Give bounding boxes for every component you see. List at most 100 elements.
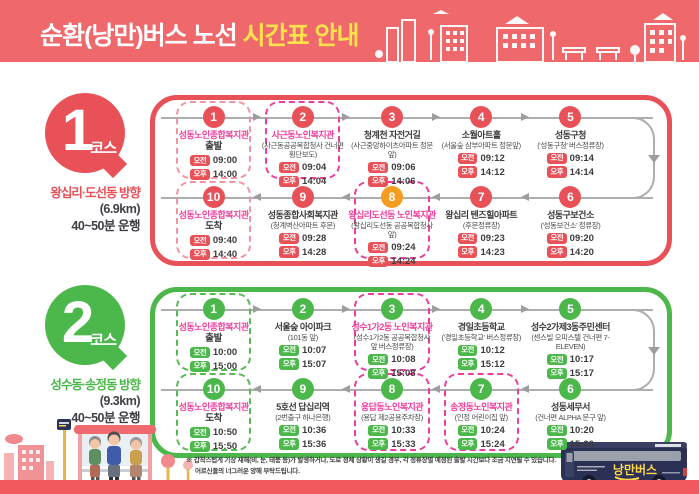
pm-badge: 오후 <box>368 255 389 268</box>
stop-number-badge: 5 <box>559 106 582 128</box>
stop-number: 7 <box>477 382 485 396</box>
am-time: 10:08 <box>391 354 416 366</box>
course-duration: 40~50분 운행 <box>71 410 140 425</box>
route-curve-connector <box>621 117 660 199</box>
am-time-row: 오전 10:12 <box>437 344 526 356</box>
stop-item: 1 성동노인종합복지관 출발 오전 09:00 오후 14:00 <box>169 101 258 184</box>
stop-highlight-box <box>176 373 252 451</box>
am-badge: 오전 <box>279 232 300 244</box>
am-badge: 오전 <box>190 427 210 439</box>
pm-time: 15:00 <box>212 361 238 373</box>
stop-highlight-box <box>176 101 252 179</box>
pm-time: 15:20 <box>569 438 594 450</box>
pm-time-row: 오후 14:06 <box>347 175 436 188</box>
pm-time-row: 오후 15:50 <box>169 440 258 453</box>
flow-arrow-icon <box>431 305 440 313</box>
pm-badge: 오후 <box>457 246 478 258</box>
pm-time: 15:17 <box>569 367 594 379</box>
course-number: 2 <box>61 290 95 355</box>
pm-badge: 오후 <box>190 248 210 261</box>
am-time-row: 오전 09:12 <box>437 152 526 164</box>
pm-time: 14:04 <box>302 175 327 187</box>
am-time: 09:06 <box>391 162 416 174</box>
pm-time-row: 오후 15:08 <box>347 367 436 380</box>
stop-number: 6 <box>567 190 574 204</box>
pm-time-row: 오후 14:00 <box>169 168 258 181</box>
route-row-outbound: 1 성동노인종합복지관 출발 오전 10:00 오후 15:00 2 서울숲 아이파… <box>161 293 653 380</box>
stop-item: 1 성동노인종합복지관 출발 오전 10:00 오후 15:00 <box>169 293 258 376</box>
flow-arrow-icon <box>520 113 529 121</box>
stop-highlight-box <box>176 293 252 371</box>
stop-name: 송정동노인복지관 <box>450 402 513 412</box>
flow-arrow-icon <box>431 113 440 121</box>
stop-item: 3 청계천 자전거길 (사근중앙하이츠아파트 정문 앞) 오전 09:06 오후 1… <box>347 104 436 188</box>
course-2-label: 2 코스 성수동·송정동 방향 (9.3km) 40~50분 운행 <box>24 285 146 427</box>
pm-time-row: 오후 15:36 <box>258 438 347 450</box>
am-time: 09:28 <box>302 232 327 244</box>
am-time: 09:14 <box>569 152 594 164</box>
stop-number: 1 <box>210 110 217 124</box>
am-time: 09:40 <box>212 235 238 247</box>
am-time: 09:12 <box>480 152 505 164</box>
course-1-section: 1 코스 왕십리·도선동 방향 (6.9km) 40~50분 운행 1 성동노인… <box>0 87 699 279</box>
stop-number: 4 <box>477 110 485 124</box>
stop-item: 2 사근동노인복지관 (사근동공공복합청사 건너편 횡단보도) 오전 09:04 … <box>258 101 347 188</box>
header-banner: 순환(낭만)버스 노선 시간표 안내 <box>0 0 699 62</box>
am-badge: 오전 <box>190 235 210 247</box>
pm-time-row: 오후 15:07 <box>258 358 347 370</box>
stop-name: 성동구청 <box>554 130 587 140</box>
am-time-row: 오전 09:28 <box>258 232 347 244</box>
flow-arrow-icon <box>342 193 351 201</box>
course-duration: 40~50분 운행 <box>71 218 140 233</box>
am-badge: 오전 <box>190 155 210 167</box>
pm-badge: 오후 <box>279 438 300 450</box>
stop-sublabel: (성수1가2동 공공복합청사 앞 버스정류장) <box>353 332 431 352</box>
stop-sublabel: (후문정류장) <box>462 220 500 230</box>
am-time: 10:33 <box>391 424 416 436</box>
am-time-row: 오전 09:00 <box>169 155 258 167</box>
am-time-row: 오전 10:17 <box>526 354 615 366</box>
am-time: 10:17 <box>569 354 594 366</box>
course-1-label: 1 코스 왕십리·도선동 방향 (6.9km) 40~50분 운행 <box>24 93 146 235</box>
stop-sublabel: ('성동보건소' 정류장) <box>540 220 601 230</box>
pm-time-row: 오후 14:14 <box>526 166 615 178</box>
am-badge: 오전 <box>279 424 300 436</box>
am-badge: 오전 <box>190 347 210 359</box>
am-badge: 오전 <box>279 162 300 174</box>
pm-badge: 오후 <box>368 175 389 188</box>
stop-name: 사근동노인복지관 <box>271 130 335 140</box>
pm-badge: 오후 <box>457 438 478 450</box>
stop-name: 성동구보건소 <box>547 210 594 220</box>
stop-item: 4 소월아트홀 (서울숲 삼부아파트 정문앞) 오전 09:12 오후 14:12 <box>437 104 526 184</box>
down-arrow-icon <box>648 347 660 355</box>
am-time-row: 오전 09:23 <box>437 232 526 244</box>
stop-number: 9 <box>299 382 307 396</box>
course-suffix: 코스 <box>90 140 117 157</box>
route-row-outbound: 1 성동노인종합복지관 출발 오전 09:00 오후 14:00 2 사근동노인복지… <box>161 101 653 188</box>
bubble-circle <box>45 285 125 365</box>
stop-name: 성동노인종합복지관 <box>178 210 250 220</box>
pm-time: 14:12 <box>480 166 505 178</box>
pm-time: 15:36 <box>302 438 327 450</box>
am-badge: 오전 <box>457 344 478 356</box>
stop-name: 성동노인종합복지관 <box>178 402 250 412</box>
am-badge: 오전 <box>368 354 389 366</box>
pm-time: 15:24 <box>480 438 505 450</box>
pm-badge: 오후 <box>457 166 478 178</box>
page-title-main: 순환(낭만)버스 노선 <box>40 22 238 50</box>
stop-number-badge: 6 <box>559 186 582 208</box>
bus-stop-illustration <box>4 419 193 481</box>
stop-number: 10 <box>206 382 221 396</box>
stop-name: 성동노인종합복지관 <box>178 130 250 140</box>
pm-time: 14:23 <box>480 246 505 258</box>
pm-badge: 오후 <box>190 360 210 373</box>
stop-sublabel: (사근중앙하이츠아파트 정문 앞) <box>351 140 433 160</box>
pm-time: 15:07 <box>302 358 327 370</box>
am-badge: 오전 <box>546 424 567 436</box>
stop-sublabel: ('성동구청' 버스정류장) <box>537 140 604 150</box>
stop-name: 성동종합사회복지관 <box>267 210 339 220</box>
stop-item: 4 경일초등학교 ('경일초등학교' 버스정류장) 오전 10:12 오후 15:1… <box>437 296 526 376</box>
flow-arrow-icon <box>342 385 351 393</box>
course-distance: (6.9km) <box>99 202 141 216</box>
stop-number: 5 <box>567 110 574 124</box>
